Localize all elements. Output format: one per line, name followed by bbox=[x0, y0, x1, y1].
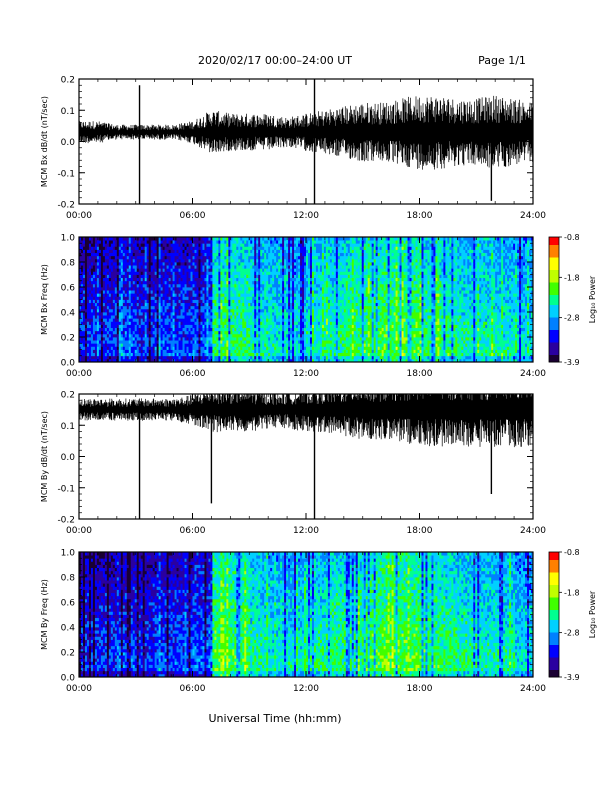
panel-1-trace bbox=[79, 79, 533, 204]
y-axis-title: MCM Bx dB/dt (nT/sec) bbox=[40, 96, 49, 187]
figure-title: 2020/02/17 00:00–24:00 UT bbox=[198, 54, 352, 67]
x-tick-label: 24:00 bbox=[520, 211, 546, 221]
y-tick-label: -0.2 bbox=[57, 201, 75, 211]
y-tick-label: 0.1 bbox=[61, 107, 75, 117]
y-tick-label: 0.0 bbox=[61, 138, 76, 148]
x-axis-title: Universal Time (hh:mm) bbox=[209, 712, 342, 725]
y-tick-label: 0.2 bbox=[61, 76, 75, 86]
x-tick-label: 00:00 bbox=[66, 211, 92, 221]
dbdt-trace bbox=[79, 96, 533, 170]
x-tick-label: 12:00 bbox=[293, 211, 319, 221]
panel-2-spectrogram bbox=[79, 237, 533, 362]
y-tick-label: -0.1 bbox=[57, 169, 75, 179]
x-tick-label: 06:00 bbox=[180, 211, 206, 221]
page-indicator: Page 1/1 bbox=[478, 54, 526, 67]
panels-group: -0.2 -0.1 0.0 0.1 0.2 00:00 06:00 12:00 18:00 24:… bbox=[40, 76, 597, 695]
x-tick-label: 18:00 bbox=[407, 211, 433, 221]
